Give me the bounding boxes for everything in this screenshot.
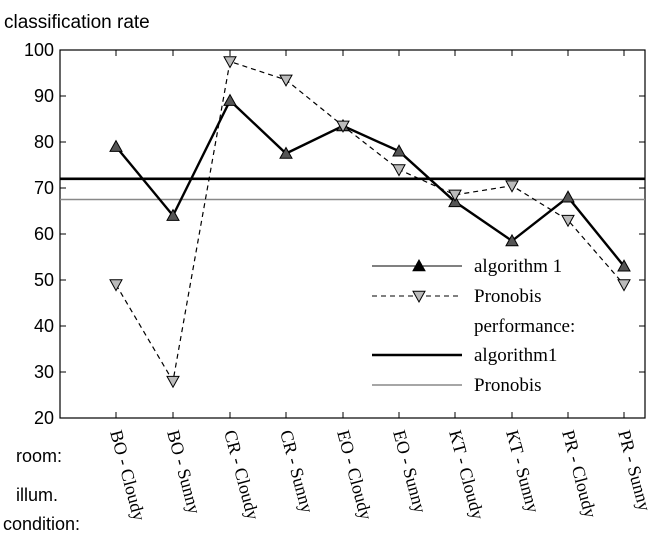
y-tick-label: 70: [34, 178, 54, 198]
pronobis-point: [561, 214, 575, 228]
x-tick-label: EO - Cloudy: [333, 428, 376, 522]
algorithm-1-point: [561, 190, 575, 203]
y-tick-label: 100: [24, 40, 54, 60]
algorithm-1-point: [223, 93, 237, 106]
pronobis-point: [279, 74, 293, 87]
x-tick-label: EO - Sunny: [389, 428, 430, 515]
pronobis-point: [505, 180, 519, 193]
y-tick-label: 30: [34, 362, 54, 382]
x-tick-label: PR - Sunny: [614, 428, 652, 513]
x-tick-label: CR - Sunny: [276, 428, 317, 515]
legend: algorithm 1 Pronobis performance: algorithm…: [372, 256, 575, 396]
legend-label-algorithm-1: algorithm 1: [474, 256, 562, 277]
row-label-room: room:: [16, 446, 62, 466]
pronobis-point: [617, 279, 631, 292]
x-tick-label: PR - Cloudy: [558, 428, 601, 520]
y-tick-label: 50: [34, 270, 54, 290]
pronobis-point: [223, 56, 237, 69]
row-label-illum: illum.: [16, 485, 58, 505]
pronobis-point: [392, 164, 406, 177]
series-line-pronobis: [115, 60, 625, 383]
y-tick-label: 40: [34, 316, 54, 336]
algorithm-1-point: [166, 208, 180, 221]
y-tick-label: 20: [34, 408, 54, 428]
algorithm-1-point: [505, 233, 519, 247]
series-line-algorithm-1: [115, 98, 625, 267]
pronobis-point: [448, 189, 462, 202]
pronobis-point: [336, 120, 350, 133]
algorithm-1-point: [617, 259, 631, 272]
x-tick-label: KT - Sunny: [502, 428, 543, 515]
plot-area: 20 30 40 50 60 70 80 90 100 BO - Cloudy BO - Sunny…: [24, 40, 652, 523]
legend-marker-algorithm-1: [412, 258, 426, 272]
x-tick-label: CR - Cloudy: [220, 428, 263, 522]
legend-subtitle: performance:: [474, 316, 575, 337]
algorithm-1-point: [109, 139, 123, 152]
legend-marker-pronobis: [412, 290, 426, 304]
row-label-condition: condition:: [3, 514, 80, 534]
algorithm-1-point: [279, 146, 293, 159]
pronobis-point: [166, 375, 180, 389]
legend-label-pronobis: Pronobis: [474, 286, 542, 307]
y-axis-label: classification rate: [4, 12, 150, 33]
x-tick-label: BO - Sunny: [163, 428, 205, 516]
legend-label-ref-algorithm1: algorithm1: [474, 345, 557, 366]
y-tick-label: 60: [34, 224, 54, 244]
pronobis-point: [109, 279, 123, 292]
legend-label-ref-pronobis: Pronobis: [474, 375, 542, 396]
algorithm-1-point: [392, 144, 406, 157]
y-tick-label: 80: [34, 132, 54, 152]
x-tick-label: BO - Cloudy: [106, 428, 149, 523]
y-tick-label: 90: [34, 86, 54, 106]
x-tick-label: KT - Cloudy: [445, 428, 488, 522]
